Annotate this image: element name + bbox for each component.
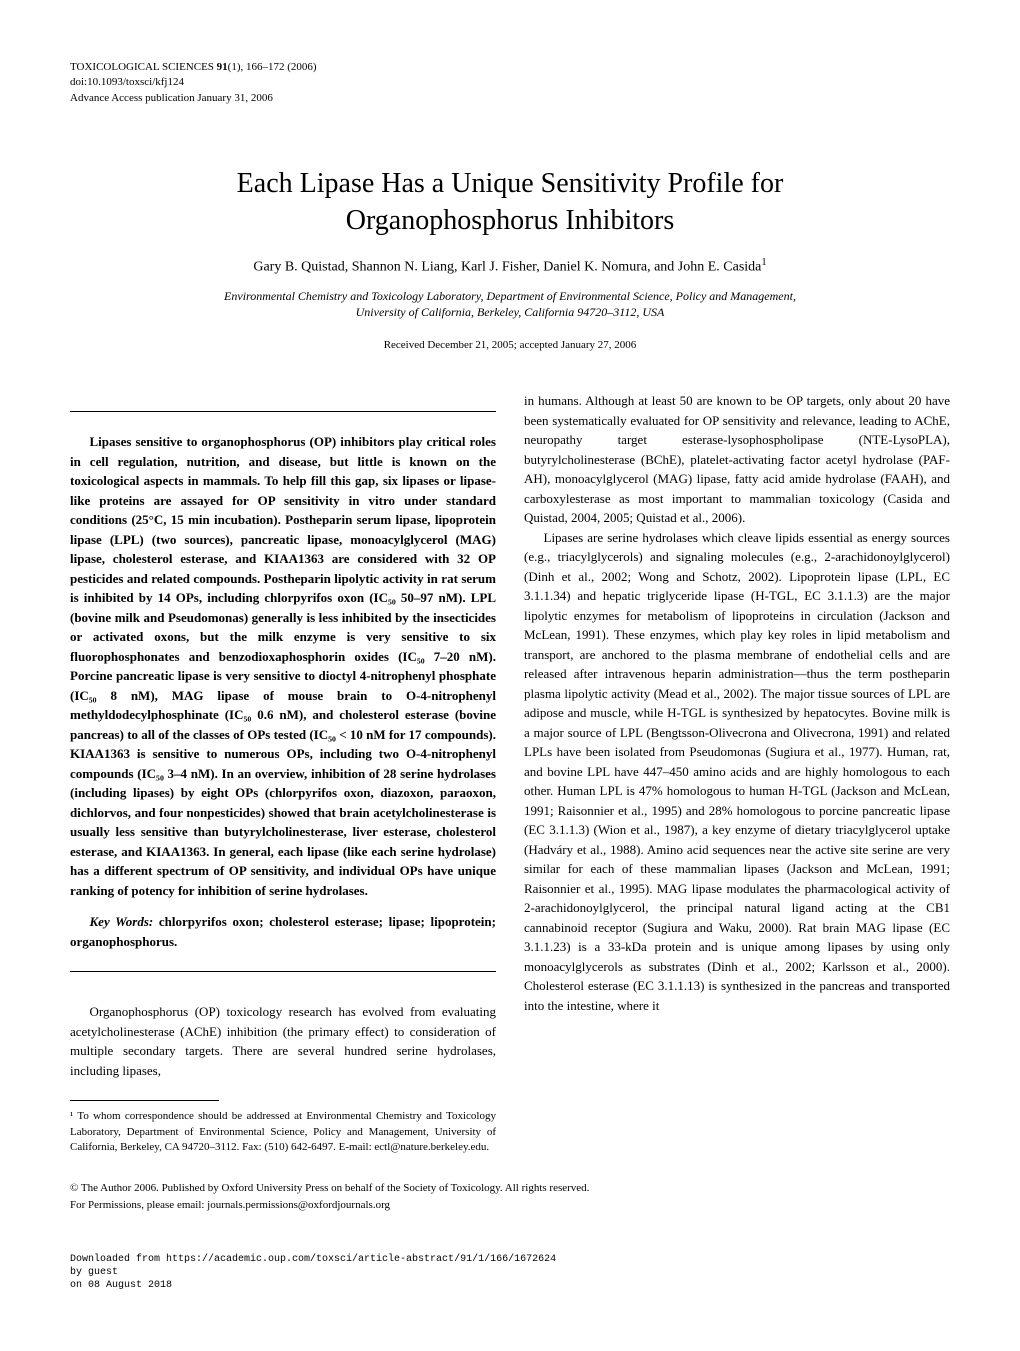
- correspondence-footnote: ¹ To whom correspondence should be addre…: [70, 1109, 496, 1155]
- abstract-text: Lipases sensitive to organophosphorus (O…: [70, 432, 496, 900]
- footnote-divider: [70, 1100, 219, 1101]
- article-title: Each Lipase Has a Unique Sensitivity Pro…: [70, 166, 950, 239]
- keywords-block: Key Words: chlorpyrifos oxon; cholestero…: [70, 912, 496, 951]
- pages: 166–172: [246, 61, 285, 73]
- title-line-1: Each Lipase Has a Unique Sensitivity Pro…: [237, 168, 784, 199]
- journal-header: TOXICOLOGICAL SCIENCES 91(1), 166–172 (2…: [70, 60, 950, 106]
- left-column: Lipases sensitive to organophosphorus (O…: [70, 391, 496, 1155]
- title-line-2: Organophosphorus Inhibitors: [346, 205, 674, 236]
- authors: Gary B. Quistad, Shannon N. Liang, Karl …: [70, 257, 950, 276]
- left-body-paragraph: Organophosphorus (OP) toxicology researc…: [70, 1002, 496, 1080]
- right-paragraph-1: in humans. Although at least 50 are know…: [524, 391, 950, 528]
- download-footer: Downloaded from https://academic.oup.com…: [70, 1253, 950, 1292]
- affiliation: Environmental Chemistry and Toxicology L…: [70, 288, 950, 322]
- abstract-top-divider: [70, 411, 496, 412]
- keywords-label: Key Words:: [90, 914, 154, 929]
- right-paragraph-2: Lipases are serine hydrolases which clea…: [524, 528, 950, 1016]
- affiliation-line-1: Environmental Chemistry and Toxicology L…: [224, 289, 796, 303]
- pubdate: Advance Access publication January 31, 2…: [70, 91, 950, 106]
- copyright-line-1: © The Author 2006. Published by Oxford U…: [70, 1180, 950, 1197]
- author-names: Gary B. Quistad, Shannon N. Liang, Karl …: [253, 260, 761, 275]
- download-line-3: on 08 August 2018: [70, 1279, 950, 1292]
- download-line-2: by guest: [70, 1266, 950, 1279]
- author-superscript: 1: [761, 257, 766, 268]
- two-column-layout: Lipases sensitive to organophosphorus (O…: [70, 391, 950, 1155]
- doi: doi:10.1093/toxsci/kfj124: [70, 75, 950, 90]
- journal-name: TOXICOLOGICAL SCIENCES: [70, 61, 214, 73]
- copyright-line-2: For Permissions, please email: journals.…: [70, 1197, 950, 1214]
- abstract-bottom-divider: [70, 971, 496, 972]
- year: (2006): [287, 61, 316, 73]
- right-column: in humans. Although at least 50 are know…: [524, 391, 950, 1155]
- download-line-1: Downloaded from https://academic.oup.com…: [70, 1253, 950, 1266]
- affiliation-line-2: University of California, Berkeley, Cali…: [356, 305, 665, 319]
- copyright-block: © The Author 2006. Published by Oxford U…: [70, 1180, 950, 1213]
- article-dates: Received December 21, 2005; accepted Jan…: [70, 339, 950, 351]
- volume: 91: [217, 61, 228, 73]
